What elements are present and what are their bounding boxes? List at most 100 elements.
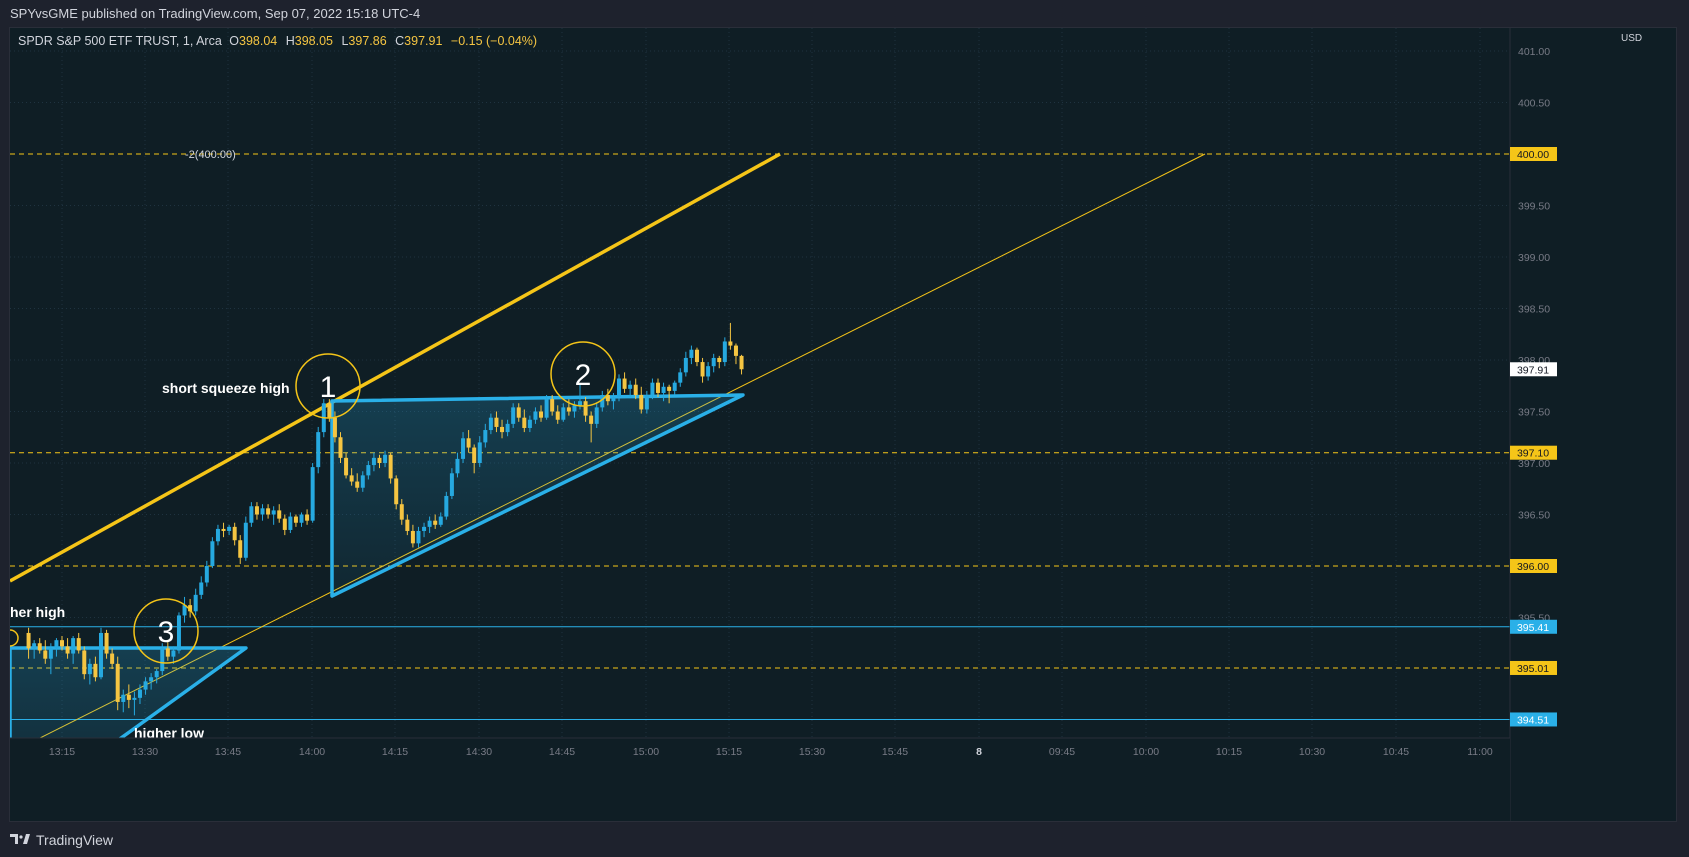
ohlc-open: 398.04 [239, 34, 277, 48]
ohlc-low: 397.86 [348, 34, 386, 48]
candle-body [121, 694, 126, 702]
price-level-tag [1510, 147, 1557, 161]
candle-body [399, 504, 404, 520]
candle-body [683, 357, 688, 373]
candle-body [550, 399, 555, 412]
candle-body [483, 430, 488, 443]
candle-body [310, 467, 315, 521]
price-level-tag [1510, 619, 1557, 634]
candle-body [26, 632, 31, 649]
upper-channel-line [10, 152, 781, 583]
candle-body [249, 506, 254, 523]
candle-body [243, 522, 248, 558]
candle-body [661, 386, 666, 393]
marker-circle [295, 353, 361, 419]
published-header: SPYvsGME published on TradingView.com, S… [10, 6, 421, 21]
ohlc-close: 397.91 [404, 34, 442, 48]
candle-body [165, 648, 170, 657]
candle-body [383, 454, 388, 463]
price-axis: 395.50396.50397.00397.50398.00398.50399.… [1509, 28, 1676, 821]
candle-body [433, 520, 438, 525]
candle-body [488, 417, 493, 431]
candle-body [115, 663, 120, 702]
candle-body [438, 516, 443, 525]
candle-body [182, 605, 187, 616]
marker-number: 2 [575, 359, 592, 392]
candle-body [43, 650, 48, 659]
candle-body [655, 382, 660, 393]
candle-body [193, 594, 198, 612]
candle-body [706, 366, 711, 377]
x-tick-label: 15:00 [633, 746, 659, 758]
candle-body [605, 395, 610, 402]
x-tick-label: 15:30 [799, 746, 825, 758]
candle-body [104, 632, 109, 654]
candle-body [215, 528, 220, 542]
candle-body [60, 640, 64, 647]
x-tick-label: 13:45 [215, 746, 241, 758]
candle-body [427, 520, 432, 527]
candle-body [154, 671, 159, 678]
price-level-tag [1510, 559, 1557, 573]
horizontal-levels: -2(400.00) [10, 149, 1510, 720]
candle-body [578, 401, 583, 406]
price-chart[interactable]: -2(400.00) 1 2 3 short squeeze high her high… [10, 28, 1677, 822]
brand-name: TradingView [36, 832, 114, 848]
y-tick-label: 400.50 [1518, 98, 1550, 110]
candle-body [65, 646, 70, 654]
candle-body [360, 475, 365, 488]
candles [26, 322, 744, 716]
candle-body [143, 681, 148, 690]
price-level-label: 396.00 [1517, 561, 1549, 573]
candle-body [717, 357, 722, 363]
candle-body [700, 362, 705, 377]
x-tick-label: 13:15 [49, 746, 75, 758]
candle-body [204, 566, 209, 583]
candle-body [639, 395, 644, 410]
candle-body [260, 508, 265, 515]
time-axis-bg [10, 738, 1510, 821]
candle-body [355, 481, 360, 488]
candle-body [82, 650, 87, 675]
x-tick-label: 10:30 [1299, 746, 1325, 758]
candle-body [349, 475, 354, 482]
candle-body [98, 632, 103, 678]
candle-body [388, 454, 393, 479]
candle-body [405, 519, 410, 531]
y-tick-label: 398.50 [1518, 304, 1550, 316]
annotation-short-squeeze: short squeeze high [162, 380, 290, 396]
candle-body [266, 508, 271, 515]
candle-body [338, 437, 343, 458]
candle-body [110, 653, 115, 664]
marker-number: 3 [158, 616, 175, 649]
price-level-label: 400.00 [1517, 149, 1549, 161]
candle-body [522, 417, 527, 428]
candle-body [316, 432, 321, 468]
candle-body [344, 457, 349, 476]
candle-body [87, 663, 92, 675]
candle-body [288, 516, 293, 530]
x-tick-label: 14:30 [466, 746, 492, 758]
candle-body [527, 419, 532, 428]
y-tick-label: 397.00 [1518, 458, 1550, 470]
price-level-label: 395.01 [1517, 663, 1549, 675]
candle-body [126, 694, 131, 700]
last-price-tag [1510, 362, 1557, 377]
candle-body [282, 518, 287, 530]
candle-body [93, 663, 98, 678]
price-level-tag [1510, 712, 1557, 727]
chart-panel[interactable]: -2(400.00) 1 2 3 short squeeze high her high… [9, 27, 1677, 822]
candle-body [733, 345, 738, 356]
candle-body [32, 643, 37, 649]
candle-body [555, 411, 560, 420]
candle-body [472, 447, 477, 463]
candle-body [54, 640, 59, 649]
brand-footer[interactable]: TradingView [10, 829, 113, 851]
candle-body [589, 415, 594, 424]
candle-body [371, 457, 376, 466]
x-tick-label: 14:15 [382, 746, 408, 758]
candle-body [444, 495, 449, 517]
candle-body [633, 384, 638, 396]
candle-body [254, 506, 259, 515]
price-level-label: 397.10 [1517, 448, 1549, 460]
